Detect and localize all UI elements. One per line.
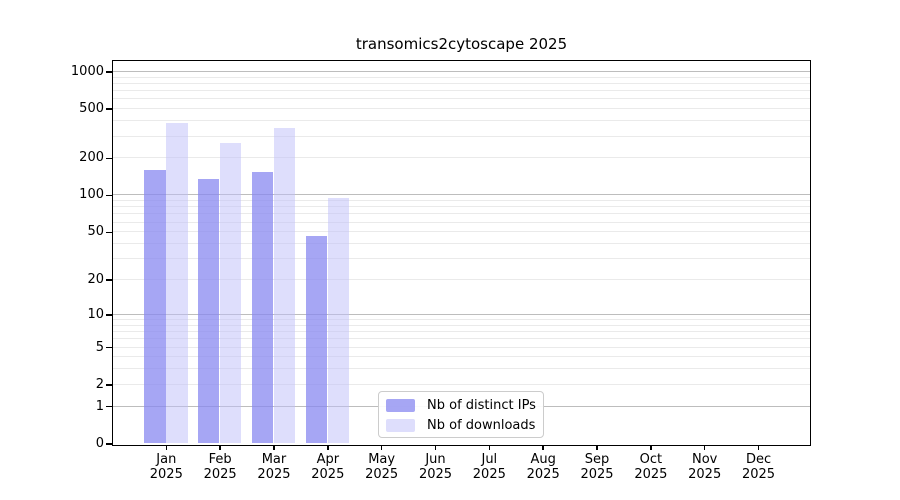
y-tick-mark: [106, 314, 112, 316]
gridline-major: [113, 194, 810, 196]
y-tick-label: 5: [95, 339, 104, 355]
x-tick-mark: [757, 445, 760, 450]
y-tick-label: 1: [95, 398, 104, 414]
gridline-minor: [113, 82, 810, 84]
x-tick-label-aug: Aug 2025: [526, 451, 560, 483]
gridline-minor: [113, 338, 810, 340]
y-tick-mark: [106, 71, 112, 73]
bar-distinct-ips-mar: [251, 171, 274, 444]
legend-item-downloads: Nb of downloads: [386, 416, 537, 436]
gridline-minor: [113, 383, 810, 385]
y-tick-label: 50: [87, 224, 104, 240]
x-tick-label-mar: Mar 2025: [257, 451, 291, 483]
plot-area: [112, 60, 811, 446]
y-tick-label: 100: [79, 187, 104, 203]
bar-distinct-ips-feb: [197, 178, 220, 444]
gridline-minor: [113, 135, 810, 137]
x-tick-label-may: May 2025: [365, 451, 399, 483]
x-tick-mark: [542, 445, 544, 450]
x-tick-label-apr: Apr 2025: [311, 451, 345, 483]
bar-distinct-ips-apr: [305, 236, 328, 444]
x-tick-mark: [219, 445, 221, 450]
gridline-minor: [113, 279, 810, 281]
x-tick-label-jul: Jul 2025: [472, 451, 506, 483]
gridline-minor: [113, 98, 810, 100]
gridline-minor: [113, 157, 810, 159]
x-tick-mark: [380, 445, 383, 450]
gridline-minor: [113, 258, 810, 260]
y-tick-mark: [106, 405, 112, 408]
y-tick-mark: [106, 231, 112, 234]
x-tick-label-sep: Sep 2025: [580, 451, 614, 483]
y-tick-label: 10: [87, 306, 104, 322]
x-tick-mark: [327, 445, 329, 450]
legend-label-downloads: Nb of downloads: [427, 417, 536, 433]
gridline-minor: [113, 213, 810, 215]
gridline-minor: [113, 200, 810, 202]
y-tick-mark: [106, 346, 112, 349]
x-tick-label-feb: Feb 2025: [203, 451, 237, 483]
x-tick-mark: [488, 445, 491, 450]
x-tick-mark: [434, 445, 437, 450]
y-tick-mark: [106, 157, 112, 160]
downloads-swatch-icon: [386, 418, 415, 432]
y-tick-label: 200: [79, 150, 104, 166]
gridline-minor: [113, 243, 810, 245]
gridline-minor: [113, 346, 810, 348]
y-tick-label: 500: [79, 101, 104, 117]
gridline-minor: [113, 319, 810, 320]
y-tick-label: 20: [87, 272, 104, 288]
gridline-minor: [113, 221, 810, 223]
gridline-major: [113, 313, 810, 315]
gridline-minor: [113, 108, 810, 110]
gridline-minor: [113, 324, 810, 326]
distinct-ips-swatch-icon: [386, 399, 415, 413]
gridline-minor: [113, 76, 810, 78]
gridline-minor: [113, 206, 810, 208]
x-tick-mark: [596, 445, 598, 450]
x-tick-label-dec: Dec 2025: [741, 451, 776, 483]
y-tick-label: 0: [95, 436, 104, 451]
gridline-minor: [113, 331, 810, 333]
y-tick-mark: [106, 194, 112, 197]
y-tick-label: 2: [95, 376, 104, 392]
x-tick-label-jun: Jun 2025: [418, 451, 453, 483]
bar-downloads-apr: [327, 197, 350, 444]
x-tick-mark: [650, 445, 652, 450]
x-tick-mark: [703, 445, 706, 450]
x-tick-label-nov: Nov 2025: [688, 451, 722, 483]
gridline-minor: [113, 356, 810, 358]
legend-label-distinct-ips: Nb of distinct IPs: [427, 398, 536, 414]
x-tick-label-jan: Jan 2025: [149, 451, 183, 483]
gridline-minor: [113, 368, 810, 370]
y-tick-mark: [106, 279, 112, 281]
gridline-major: [113, 70, 810, 72]
legend-item-distinct-ips: Nb of distinct IPs: [386, 396, 537, 416]
y-tick-mark: [106, 108, 112, 110]
y-tick-mark: [106, 443, 112, 445]
x-tick-label-oct: Oct 2025: [634, 451, 668, 483]
y-tick-mark: [106, 384, 112, 386]
chart-title: transomics2cytoscape 2025: [355, 35, 568, 53]
bar-downloads-mar: [273, 128, 296, 444]
x-tick-mark: [273, 445, 275, 450]
bar-downloads-jan: [166, 122, 188, 444]
bar-downloads-feb: [219, 142, 242, 444]
x-tick-mark: [165, 445, 168, 450]
gridline-minor: [113, 90, 810, 92]
bar-distinct-ips-jan: [144, 169, 166, 444]
gridline-minor: [113, 120, 810, 122]
legend: Nb of distinct IPs Nb of downloads: [378, 391, 544, 438]
y-tick-label: 1000: [70, 63, 104, 79]
gridline-minor: [113, 231, 810, 233]
